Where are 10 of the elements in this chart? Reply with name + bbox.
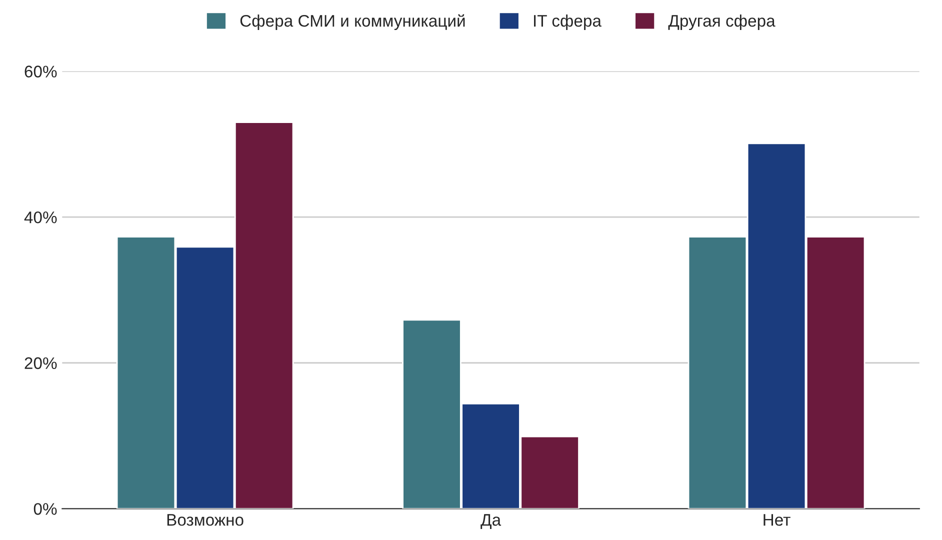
y-tick-label: 0% bbox=[34, 503, 57, 515]
y-tick-label: 60% bbox=[24, 66, 57, 78]
legend-label: Сфера СМИ и коммуникаций bbox=[240, 14, 465, 30]
x-tick-label: Возможно bbox=[167, 514, 244, 526]
legend-label: Другая сфера bbox=[668, 14, 776, 30]
y-tick-label: 40% bbox=[24, 211, 57, 224]
x-tick-label: Да bbox=[480, 514, 502, 529]
y-tick-label: 20% bbox=[24, 357, 57, 370]
x-tick-label: Нет bbox=[764, 514, 790, 526]
legend-label: IT сфера bbox=[534, 14, 602, 30]
